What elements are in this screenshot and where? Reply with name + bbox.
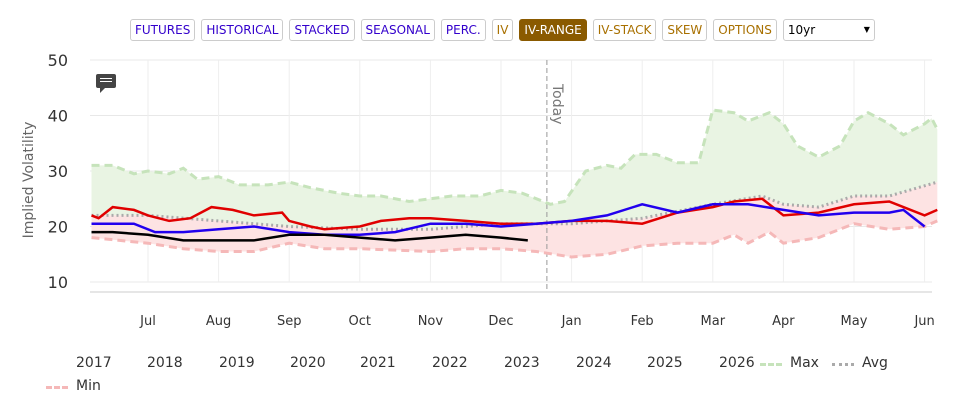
legend-item-2022[interactable]: 2022 [432,355,468,371]
tab-iv-range[interactable]: IV-RANGE [519,19,587,41]
today-label: Today [549,83,565,125]
y-axis-label: Implied Volatility [21,122,37,239]
legend-label: 2020 [290,355,326,371]
tab-stacked[interactable]: STACKED [289,19,355,41]
y-tick-label: 50 [48,51,68,70]
x-tick-label: Feb [631,314,654,329]
min-avg-band [91,182,938,257]
legend-item-2021[interactable]: 2021 [360,355,396,371]
legend-label: 2024 [576,355,612,371]
x-tick-label: Nov [418,314,444,329]
tab-iv[interactable]: IV [491,19,514,41]
x-tick-label: Oct [349,314,371,329]
y-tick-label: 20 [48,218,68,237]
y-tick-label: 40 [48,107,68,126]
legend-swatch [832,363,854,366]
legend-item-max[interactable]: Max [760,355,819,371]
legend-swatch [46,386,68,389]
legend-label: 2025 [647,355,683,371]
comment-icon[interactable] [96,74,116,93]
tab-skew[interactable]: SKEW [662,19,708,41]
x-tick-label: Jul [139,314,156,329]
legend-label: 2021 [360,355,396,371]
chevron-down-icon: ▼ [863,25,870,34]
range-select-value: 10yr [787,23,816,37]
legend-item-2026[interactable]: 2026 [719,355,755,371]
y-tick-label: 10 [48,273,68,292]
tab-seasonal[interactable]: SEASONAL [360,19,435,41]
tab-iv-stack[interactable]: IV-STACK [592,19,657,41]
x-tick-label: Jun [913,314,934,329]
x-tick-label: Apr [772,314,795,329]
legend-item-2025[interactable]: 2025 [647,355,683,371]
x-tick-label: Mar [701,314,726,329]
max-avg-band [91,110,938,230]
legend-label: Min [76,378,101,394]
legend-label: 2023 [504,355,540,371]
range-select[interactable]: 10yr ▼ [782,19,875,41]
series-black-line [91,230,528,242]
tab-futures[interactable]: FUTURES [130,19,196,41]
legend-item-avg[interactable]: Avg [832,355,888,371]
legend-label: 2026 [719,355,755,371]
y-tick-label: 30 [48,162,68,181]
x-tick-label: May [841,314,868,329]
legend-item-min[interactable]: Min [46,378,101,394]
x-tick-label: Jan [561,314,582,329]
series-min-line [91,219,938,259]
tab-historical[interactable]: HISTORICAL [201,19,284,41]
legend-item-2024[interactable]: 2024 [576,355,612,371]
x-tick-label: Sep [277,314,302,329]
legend-label: 2019 [219,355,255,371]
tab-perc-[interactable]: PERC. [440,19,486,41]
legend-label: 2017 [76,355,112,371]
legend-item-2018[interactable]: 2018 [147,355,183,371]
legend-item-2019[interactable]: 2019 [219,355,255,371]
x-tick-label: Dec [488,314,513,329]
tab-options[interactable]: OPTIONS [713,19,777,41]
legend-swatch [760,363,782,366]
legend-item-2017[interactable]: 2017 [76,355,112,371]
series-max-line [91,108,939,206]
legend-item-2020[interactable]: 2020 [290,355,326,371]
toolbar: FUTURES HISTORICAL STACKED SEASONAL PERC. IV I… [130,19,875,41]
legend-label: 2018 [147,355,183,371]
legend-label: Max [790,355,819,371]
legend-item-2023[interactable]: 2023 [504,355,540,371]
legend-label: Avg [862,355,888,371]
legend-label: 2022 [432,355,468,371]
series-blue-line [91,203,926,237]
x-tick-label: Aug [206,314,231,329]
